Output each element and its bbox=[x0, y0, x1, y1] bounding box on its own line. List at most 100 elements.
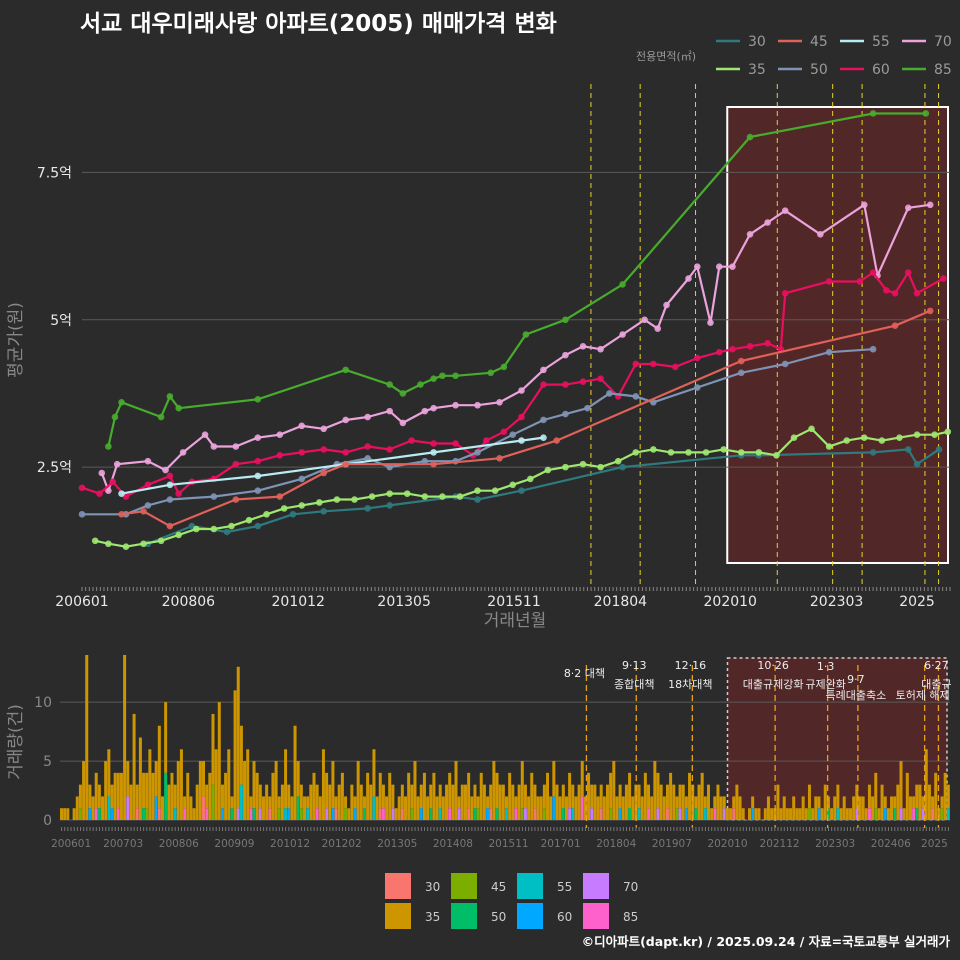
series-point-35 bbox=[491, 487, 499, 494]
series-point-35 bbox=[702, 449, 710, 456]
volume-bar-55 bbox=[438, 808, 442, 820]
series-point-35 bbox=[526, 475, 534, 483]
volume-bar-70 bbox=[921, 808, 925, 820]
series-point-85 bbox=[399, 390, 407, 397]
volume-bar-35 bbox=[268, 796, 272, 809]
volume-bar-35 bbox=[716, 784, 720, 820]
volume-legend-label-60: 60 bbox=[557, 910, 572, 924]
volume-bar-35 bbox=[555, 784, 559, 820]
volume-bar-35 bbox=[924, 749, 928, 820]
series-point-70 bbox=[619, 331, 626, 338]
volume-bar-85 bbox=[315, 808, 319, 820]
volume-bar-35 bbox=[564, 796, 568, 820]
series-point-60 bbox=[483, 437, 490, 444]
volume-legend: 30 35 45 50 55 60 70 85 bbox=[385, 873, 638, 929]
series-point-50 bbox=[144, 502, 152, 509]
volume-bar-35 bbox=[741, 808, 745, 820]
volume-bar-35 bbox=[422, 772, 426, 820]
volume-bar-55 bbox=[306, 808, 310, 820]
volume-bar-35 bbox=[725, 808, 729, 820]
volume-bar-35 bbox=[91, 796, 95, 820]
volume-bars bbox=[60, 655, 950, 820]
volume-bar-70 bbox=[126, 796, 130, 820]
volume-bar-35 bbox=[195, 784, 199, 820]
volume-bar-35 bbox=[874, 772, 878, 809]
series-point-85 bbox=[562, 316, 569, 324]
series-point-70 bbox=[298, 422, 306, 430]
volume-bar-35 bbox=[179, 749, 183, 820]
volume-bar-70 bbox=[899, 808, 903, 820]
price-x-tick-label: 202303 bbox=[810, 594, 863, 610]
series-point-60 bbox=[500, 428, 508, 436]
volume-bar-35 bbox=[290, 796, 294, 820]
volume-bar-35 bbox=[448, 772, 452, 809]
legend-label-55: 55 bbox=[872, 34, 890, 50]
series-point-60 bbox=[825, 278, 833, 285]
volume-bar-30 bbox=[489, 808, 493, 820]
volume-bar-35 bbox=[473, 784, 477, 809]
volume-bar-35 bbox=[328, 784, 332, 820]
series-point-85 bbox=[869, 110, 877, 117]
series-point-35 bbox=[860, 434, 868, 441]
volume-bar-35 bbox=[148, 749, 152, 820]
volume-bar-35 bbox=[505, 796, 508, 809]
series-point-50 bbox=[584, 404, 591, 412]
volume-bar-35 bbox=[688, 772, 692, 820]
series-point-70 bbox=[654, 325, 662, 332]
volume-bar-70 bbox=[258, 808, 262, 820]
volume-bar-35 bbox=[864, 808, 868, 820]
series-point-30 bbox=[223, 528, 231, 536]
volume-bar-35 bbox=[587, 772, 591, 820]
volume-bar-35 bbox=[890, 796, 894, 820]
volume-bar-35 bbox=[173, 784, 177, 809]
volume-legend-label-30: 30 bbox=[425, 880, 440, 894]
volume-bar-55 bbox=[284, 808, 288, 820]
series-point-35 bbox=[755, 449, 763, 456]
series-point-35 bbox=[544, 466, 552, 474]
volume-bar-45 bbox=[277, 808, 281, 820]
series-point-70 bbox=[364, 413, 371, 421]
volume-bar-35 bbox=[470, 796, 474, 820]
series-point-55 bbox=[254, 472, 262, 480]
volume-x-tick-label: 201408 bbox=[433, 838, 473, 850]
series-point-35 bbox=[944, 428, 952, 436]
volume-bar-35 bbox=[858, 796, 862, 820]
volume-bar-35 bbox=[871, 796, 875, 820]
volume-bar-30 bbox=[268, 808, 272, 820]
series-point-70 bbox=[452, 401, 459, 409]
volume-legend-label-55: 55 bbox=[557, 880, 572, 894]
series-point-70 bbox=[320, 425, 328, 433]
volume-bar-35 bbox=[921, 796, 925, 809]
policy-name-label: 특례대출축소 bbox=[826, 689, 887, 702]
volume-bar-35 bbox=[321, 749, 325, 820]
series-point-35 bbox=[614, 457, 622, 465]
volume-bar-60 bbox=[419, 808, 423, 820]
volume-bar-35 bbox=[508, 772, 512, 820]
volume-bar-35 bbox=[176, 761, 180, 820]
volume-bar-35 bbox=[362, 796, 366, 809]
volume-bar-35 bbox=[706, 784, 710, 820]
volume-bar-35 bbox=[571, 784, 575, 809]
series-point-30 bbox=[619, 463, 626, 471]
series-point-70 bbox=[144, 457, 152, 465]
volume-bar-35 bbox=[296, 761, 300, 797]
price-x-ticks: 200601 200806 201012 201305 201511 201804 2020… bbox=[55, 587, 951, 610]
volume-bar-35 bbox=[577, 784, 581, 820]
volume-bar-35 bbox=[792, 796, 796, 820]
volume-bar-45 bbox=[520, 808, 524, 820]
volume-bar-35 bbox=[145, 772, 149, 809]
volume-bar-35 bbox=[82, 761, 86, 820]
series-point-50 bbox=[606, 390, 613, 397]
volume-bar-35 bbox=[400, 784, 404, 809]
series-point-35 bbox=[632, 449, 640, 456]
series-point-60 bbox=[632, 360, 640, 368]
volume-bar-55 bbox=[372, 796, 376, 820]
volume-bar-35 bbox=[356, 761, 360, 820]
series-point-50 bbox=[166, 496, 174, 503]
series-point-85 bbox=[386, 381, 393, 388]
volume-bar-35 bbox=[561, 784, 565, 809]
series-point-45 bbox=[232, 496, 240, 503]
series-point-50 bbox=[210, 493, 218, 500]
volume-bar-35 bbox=[66, 808, 70, 820]
series-point-35 bbox=[298, 502, 306, 509]
